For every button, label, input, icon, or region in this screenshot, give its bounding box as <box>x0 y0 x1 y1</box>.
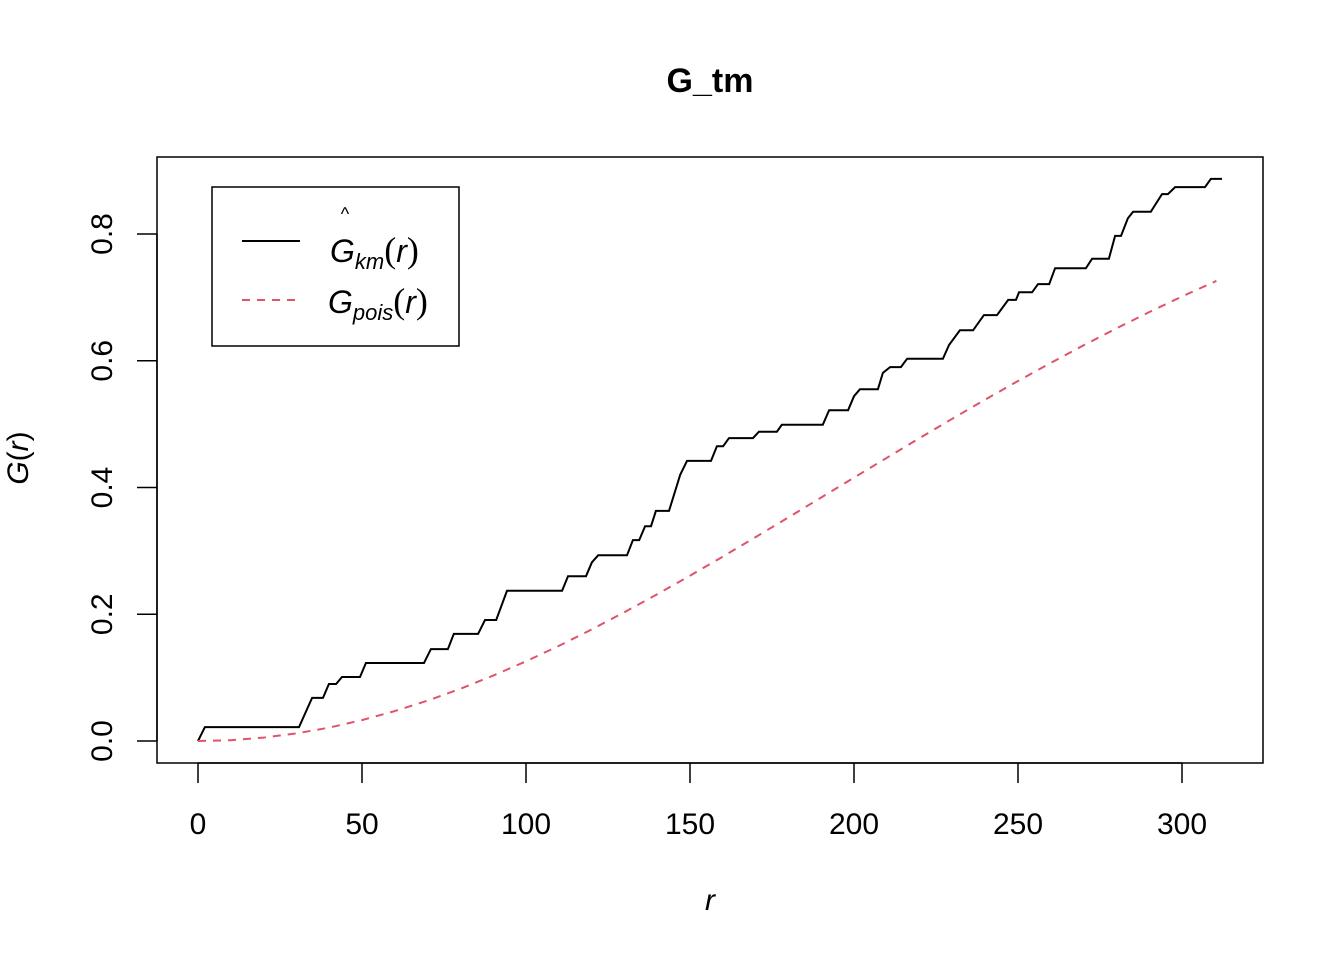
x-tick-label: 200 <box>829 808 879 841</box>
x-tick-label: 250 <box>993 808 1043 841</box>
y-tick-label: 0.4 <box>86 467 119 509</box>
x-axis-label: r <box>705 884 716 917</box>
series-line-pois <box>197 279 1217 742</box>
y-axis-label: G(r) <box>2 431 35 484</box>
y-label-arg: r <box>2 440 35 451</box>
legend: ^ Gkm(r) Gpois(r) <box>211 186 460 347</box>
y-label-open: ( <box>2 451 35 461</box>
y-tick-label: 0.0 <box>86 720 119 762</box>
y-tick-label: 0.2 <box>86 593 119 635</box>
x-tick-label: 150 <box>665 808 715 841</box>
series-line-km <box>197 177 1222 742</box>
series-group <box>197 177 1222 742</box>
legend-label-pois: Gpois(r) <box>328 281 428 325</box>
y-label-close: ) <box>2 431 35 441</box>
x-tick-label: 100 <box>501 808 551 841</box>
chart-title: G_tm <box>667 62 754 100</box>
x-tick-label: 0 <box>190 808 207 841</box>
x-tick-label: 300 <box>1157 808 1207 841</box>
legend-label-km: Gkm(r) <box>330 230 419 274</box>
y-tick-label: 0.6 <box>86 340 119 382</box>
legend-hat-km: ^ <box>341 204 350 224</box>
y-tick-label: 0.8 <box>86 213 119 255</box>
x-axis: 0 50 100 150 200 250 300 <box>190 762 1207 841</box>
y-label-symbol: G <box>2 461 35 484</box>
legend-box <box>211 186 460 347</box>
x-tick-label: 50 <box>345 808 378 841</box>
y-axis: 0.0 0.2 0.4 0.6 0.8 <box>86 213 158 762</box>
